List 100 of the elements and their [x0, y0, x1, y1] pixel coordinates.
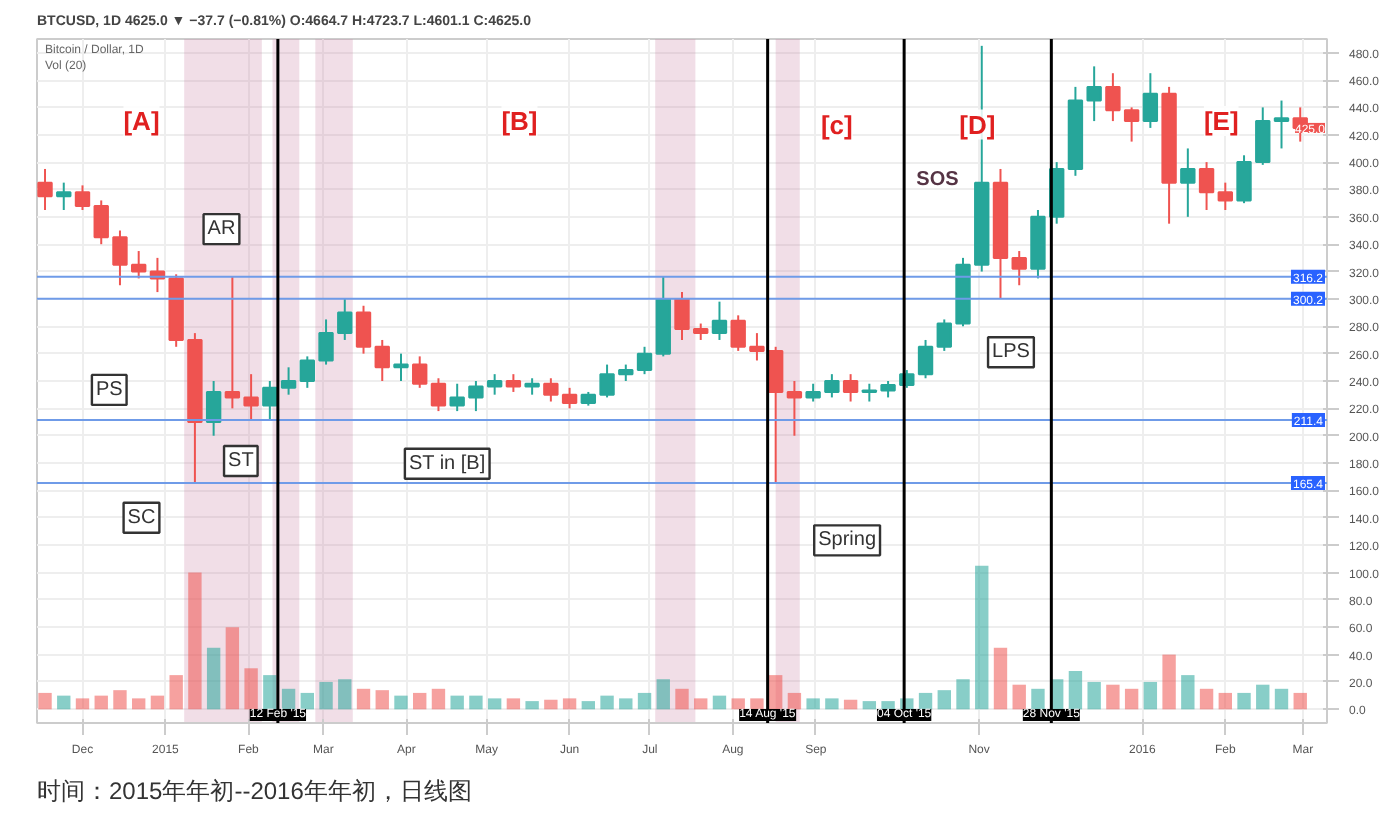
bar	[1274, 688, 1289, 710]
bar	[1181, 675, 1195, 710]
bar	[581, 701, 596, 710]
bar	[75, 698, 90, 710]
candlestick	[711, 300, 728, 341]
bar	[263, 675, 277, 710]
annotation: SOS	[916, 168, 960, 191]
annotation: [A]	[123, 106, 160, 137]
bar	[712, 695, 727, 710]
candlestick	[1142, 72, 1159, 129]
bar	[57, 695, 71, 710]
bar	[787, 692, 802, 710]
bar	[1218, 692, 1232, 710]
bar	[768, 675, 783, 710]
candlestick	[205, 380, 222, 437]
bar	[244, 668, 258, 710]
bar	[169, 675, 183, 710]
bar	[806, 698, 820, 710]
candlestick	[262, 380, 278, 422]
bar	[637, 692, 652, 710]
candlestick	[1217, 181, 1233, 211]
candlestick	[412, 355, 428, 389]
bar	[1237, 692, 1251, 710]
bar	[1199, 688, 1214, 710]
candlestick	[1180, 147, 1196, 218]
candlestick	[767, 345, 784, 485]
bar	[506, 698, 521, 710]
candlestick	[824, 373, 840, 399]
bar	[319, 681, 333, 710]
candlestick	[56, 181, 72, 211]
bar	[675, 688, 689, 710]
bar	[1031, 688, 1045, 710]
bar	[731, 698, 745, 710]
candlestick	[393, 352, 409, 382]
bar	[1162, 654, 1176, 710]
bar	[956, 679, 970, 710]
bar	[1087, 681, 1101, 710]
bar	[825, 698, 839, 710]
annotation: [B]	[501, 106, 538, 137]
bar	[450, 695, 464, 710]
bar	[881, 701, 895, 710]
bar	[525, 701, 539, 710]
bar	[1012, 684, 1026, 710]
annotation: LPS	[992, 341, 1031, 364]
candlestick	[280, 366, 297, 396]
candlestick	[430, 377, 447, 413]
annotation: ST	[228, 450, 254, 473]
bar	[843, 699, 858, 710]
bar	[918, 692, 933, 710]
candlestick	[786, 380, 803, 437]
bar	[937, 690, 951, 710]
bar	[1106, 684, 1120, 710]
annotation: [E]	[1203, 106, 1239, 137]
bar	[206, 647, 221, 710]
bar	[469, 695, 483, 710]
bar	[225, 627, 240, 710]
bar	[338, 679, 352, 710]
bar	[356, 688, 371, 710]
candlestick	[636, 345, 653, 376]
text: 时间：2015年年初--2016年年初，日线图	[37, 777, 472, 805]
bar	[394, 695, 408, 710]
candlestick	[749, 332, 765, 362]
annotation: PS	[95, 378, 124, 401]
bar	[1124, 688, 1139, 710]
candlestick	[1198, 161, 1215, 211]
bar	[993, 647, 1008, 710]
bar	[975, 565, 989, 710]
candlestick	[1105, 72, 1121, 123]
candlestick	[674, 291, 690, 341]
bar	[1256, 684, 1270, 710]
candlestick	[730, 314, 746, 352]
bar	[862, 701, 877, 710]
bar	[544, 699, 558, 710]
bar	[188, 572, 202, 710]
bar	[300, 692, 314, 710]
bar	[750, 698, 764, 710]
annotation: ST in [B]	[408, 452, 486, 475]
candlestick	[37, 167, 53, 211]
bar	[487, 698, 502, 710]
bar	[600, 695, 614, 710]
bar	[694, 698, 708, 710]
bar	[431, 688, 446, 710]
bar	[113, 690, 127, 710]
annotation: [D]	[959, 109, 996, 140]
bar	[1143, 681, 1158, 710]
bar	[1068, 671, 1083, 710]
candlestick	[74, 184, 91, 211]
bar	[656, 679, 670, 710]
bar	[375, 690, 389, 710]
bar	[562, 698, 577, 710]
bar	[413, 692, 427, 710]
candlestick	[842, 373, 859, 403]
bar	[1293, 692, 1307, 710]
bar	[150, 695, 165, 710]
bar	[132, 698, 146, 710]
annotation: SC	[127, 506, 156, 529]
annotation: [c]	[820, 109, 853, 140]
annotation: AR	[207, 218, 236, 241]
candlestick	[355, 304, 372, 355]
candlestick	[1011, 250, 1027, 287]
